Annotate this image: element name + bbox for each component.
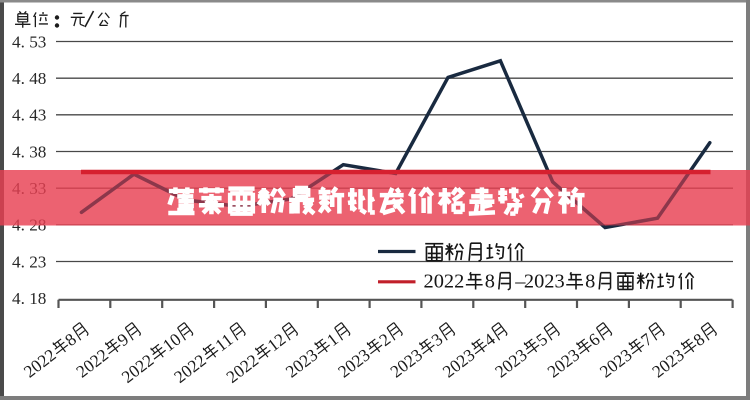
svg-text:4. 18: 4. 18 bbox=[12, 289, 46, 308]
svg-text:8: 8 bbox=[585, 271, 595, 293]
svg-text:4. 53: 4. 53 bbox=[12, 32, 46, 51]
svg-text:4. 48: 4. 48 bbox=[12, 69, 46, 88]
svg-text:8: 8 bbox=[485, 271, 495, 293]
svg-text:4. 43: 4. 43 bbox=[12, 106, 46, 125]
svg-text:–: – bbox=[514, 271, 526, 293]
svg-text:4. 38: 4. 38 bbox=[12, 142, 46, 161]
svg-text:2023: 2023 bbox=[524, 271, 565, 293]
svg-text:2022: 2022 bbox=[424, 271, 465, 293]
svg-text:4. 23: 4. 23 bbox=[12, 252, 46, 271]
